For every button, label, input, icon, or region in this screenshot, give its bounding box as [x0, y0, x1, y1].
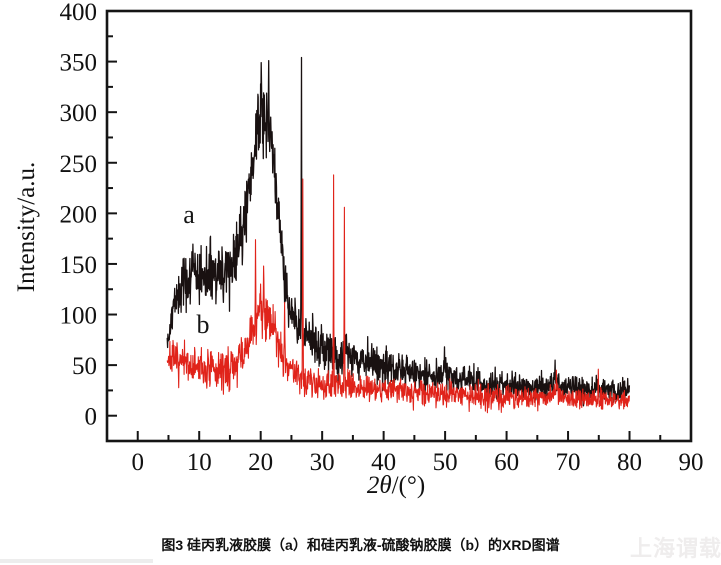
y-tick-label: 200 [60, 201, 98, 228]
series-label-b: b [196, 310, 210, 339]
series-a-trace [166, 56, 631, 407]
x-tick-label: 50 [433, 449, 458, 476]
x-tick-label: 70 [556, 449, 581, 476]
figure-caption: 图3 硅丙乳液胶膜（a）和硅丙乳液-硫酸钠胶膜（b）的XRD图谱 [161, 537, 560, 553]
plot-frame [105, 9, 693, 443]
x-tick-label: 40 [371, 449, 396, 476]
x-tick-label: 80 [617, 449, 642, 476]
y-tick-label: 250 [60, 151, 98, 178]
x-axis-title: 2θ/(°) [296, 472, 496, 500]
x-tick-label: 0 [131, 449, 144, 476]
y-tick-label: 50 [72, 353, 97, 380]
y-tick-label: 0 [85, 404, 98, 431]
x-axis-title-rest: /(°) [391, 472, 426, 499]
y-axis-title-text: Intensity/a.u. [13, 161, 40, 293]
y-tick-label: 350 [60, 50, 98, 77]
x-axis-title-italic: 2θ [366, 472, 392, 499]
x-tick-label: 60 [494, 449, 519, 476]
y-tick-label: 150 [60, 252, 98, 279]
y-tick-label: 400 [60, 0, 98, 26]
bottom-edge-artifact [0, 559, 153, 563]
x-tick-label: 90 [679, 449, 704, 476]
y-axis-title: Intensity/a.u. [13, 115, 43, 339]
x-tick-label: 20 [248, 449, 273, 476]
y-tick-label: 300 [60, 100, 98, 127]
xrd-chart: 0 10 20 30 40 50 60 70 80 90 0 50 100 150 200 250 300 350… [60, 0, 704, 476]
watermark-text: 上海谓载 [630, 536, 721, 561]
series-label-a: a [183, 200, 195, 229]
x-tick-label: 30 [310, 449, 335, 476]
series-b-trace [166, 174, 630, 414]
y-tick-label: 100 [60, 303, 98, 330]
x-tick-label: 10 [187, 449, 212, 476]
